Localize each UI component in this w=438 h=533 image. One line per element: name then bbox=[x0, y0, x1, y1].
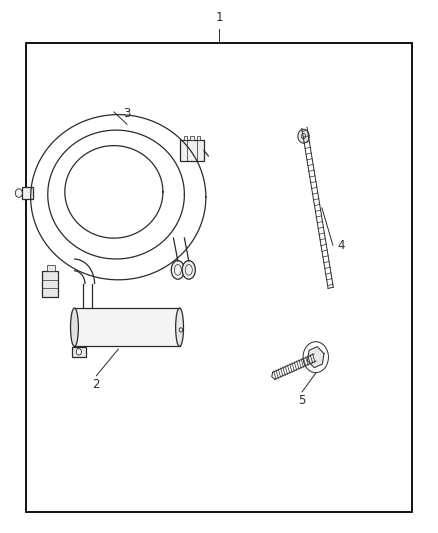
Bar bbox=[184, 136, 187, 140]
Bar bbox=[197, 136, 200, 140]
Text: 1: 1 bbox=[215, 11, 223, 24]
Polygon shape bbox=[307, 346, 324, 368]
Text: 5: 5 bbox=[299, 394, 306, 407]
Bar bbox=[22, 187, 33, 199]
Bar bbox=[190, 136, 194, 140]
Bar bbox=[74, 308, 180, 346]
Text: 2: 2 bbox=[92, 378, 100, 391]
Ellipse shape bbox=[171, 261, 184, 279]
Text: 3: 3 bbox=[124, 107, 131, 120]
Ellipse shape bbox=[182, 261, 195, 279]
Bar bbox=[180, 140, 204, 161]
Ellipse shape bbox=[71, 308, 78, 346]
Ellipse shape bbox=[15, 189, 22, 197]
Text: 4: 4 bbox=[337, 239, 345, 252]
Circle shape bbox=[298, 129, 309, 143]
Bar bbox=[72, 347, 86, 357]
Bar bbox=[26, 43, 412, 512]
Circle shape bbox=[76, 349, 81, 355]
Ellipse shape bbox=[176, 308, 184, 346]
Bar bbox=[42, 271, 58, 297]
Bar bbox=[46, 265, 55, 271]
